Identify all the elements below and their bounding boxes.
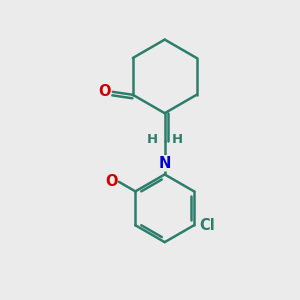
Text: N: N: [158, 156, 171, 171]
Text: O: O: [98, 84, 110, 99]
Text: H: H: [147, 133, 158, 146]
Text: H: H: [172, 133, 183, 146]
Text: O: O: [105, 174, 117, 189]
Text: Cl: Cl: [199, 218, 215, 233]
